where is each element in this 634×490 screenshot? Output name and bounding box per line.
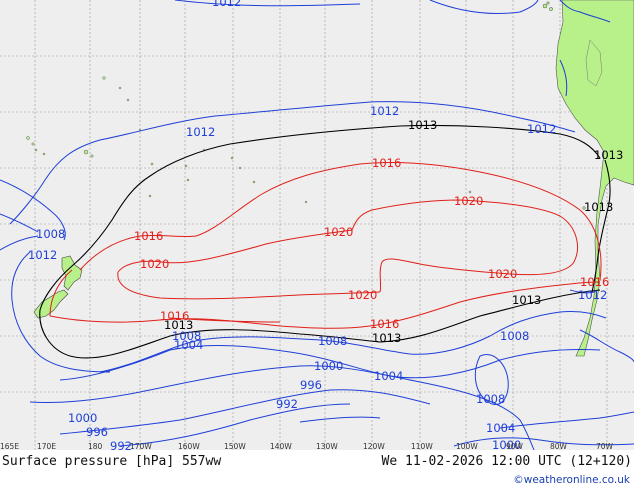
- lon-label: 170W: [130, 442, 152, 450]
- high-pressure-isobars: [49, 161, 602, 329]
- galapagos-islands: [542, 1, 553, 11]
- lon-label: 180: [88, 442, 103, 450]
- isobar-label: 1016: [134, 229, 163, 243]
- isobar-label: 1020: [488, 267, 517, 281]
- isobar-label: 1016: [580, 275, 609, 289]
- map-caption: Surface pressure [hPa] 557ww: [2, 454, 222, 469]
- isobar-label: 1020: [348, 288, 377, 302]
- isobar-label: 992: [276, 397, 298, 411]
- isobar-label: 1016: [370, 317, 399, 331]
- isobar-label: 1008: [36, 227, 65, 241]
- isobar-label: 1004: [374, 369, 403, 383]
- isobar-label: 1013: [164, 318, 193, 332]
- isobar-label: 1008: [500, 329, 529, 343]
- lon-label: 100W: [456, 442, 478, 450]
- isobar-label: 1008: [172, 329, 201, 343]
- isobar-label: 1012: [578, 288, 607, 302]
- lon-label: 170E: [37, 442, 56, 450]
- credit-link[interactable]: ©weatheronline.co.uk: [513, 474, 630, 486]
- pacific-small-islands: [26, 76, 472, 204]
- valid-time-label: We 11-02-2026 12:00 UTC (12+120): [381, 454, 632, 469]
- isobar-label: 1000: [492, 438, 521, 450]
- low-pressure-isobars: [0, 0, 634, 450]
- contour-labels: 1012 1012 1012 1012 1012 1008 1008 1008 …: [28, 0, 623, 450]
- longitude-labels: 165E 170E 180 170W 160W 150W 140W 130W 1…: [0, 442, 614, 450]
- lon-label: 160W: [178, 442, 200, 450]
- isobar-label: 1012: [186, 125, 215, 139]
- lon-label: 90W: [506, 442, 524, 450]
- isobar-label: 1000: [68, 411, 97, 425]
- isobar-label: 1012: [527, 122, 556, 136]
- isobar-label: 1016: [372, 156, 401, 170]
- isobar-label: 996: [86, 425, 108, 439]
- isobar-label: 1016: [160, 309, 189, 323]
- isobar-label: 1012: [212, 0, 241, 9]
- isobar-label: 1012: [370, 104, 399, 118]
- isobar-label: 1020: [324, 225, 353, 239]
- isobar-label: 1000: [314, 359, 343, 373]
- isobar-label: 1004: [174, 338, 203, 352]
- south-america-land: [555, 0, 634, 357]
- lon-label: 70W: [596, 442, 614, 450]
- standard-pressure-isobars: [39, 124, 611, 359]
- isobar-label: 1008: [318, 334, 347, 348]
- isobar-label: 1013: [512, 293, 541, 307]
- juan-fernandez-island: [582, 206, 586, 210]
- isobar-label: 1013: [408, 118, 437, 132]
- south-america-inland-feature: [585, 39, 603, 87]
- surface-pressure-map: 1012 1012 1012 1012 1012 1008 1008 1008 …: [0, 0, 634, 450]
- lon-label: 140W: [270, 442, 292, 450]
- isobar-label: 1013: [584, 200, 613, 214]
- lon-label: 110W: [411, 442, 433, 450]
- isobar-label: 992: [110, 439, 132, 450]
- isobar-label: 1013: [372, 331, 401, 345]
- lon-label: 120W: [363, 442, 385, 450]
- ocean-background: [0, 0, 634, 450]
- lon-label: 130W: [316, 442, 338, 450]
- isobar-label: 1020: [140, 257, 169, 271]
- isobar-label: 1020: [454, 194, 483, 208]
- lon-label: 165E: [0, 442, 19, 450]
- isobar-label: 1012: [28, 248, 57, 262]
- isobar-label: 996: [300, 378, 322, 392]
- lon-label: 150W: [224, 442, 246, 450]
- isobar-label: 1008: [476, 392, 505, 406]
- isobar-label: 1004: [486, 421, 515, 435]
- isobar-label: 1013: [594, 148, 623, 162]
- map-footer: Surface pressure [hPa] 557ww We 11-02-20…: [0, 450, 634, 490]
- lon-label: 80W: [550, 442, 568, 450]
